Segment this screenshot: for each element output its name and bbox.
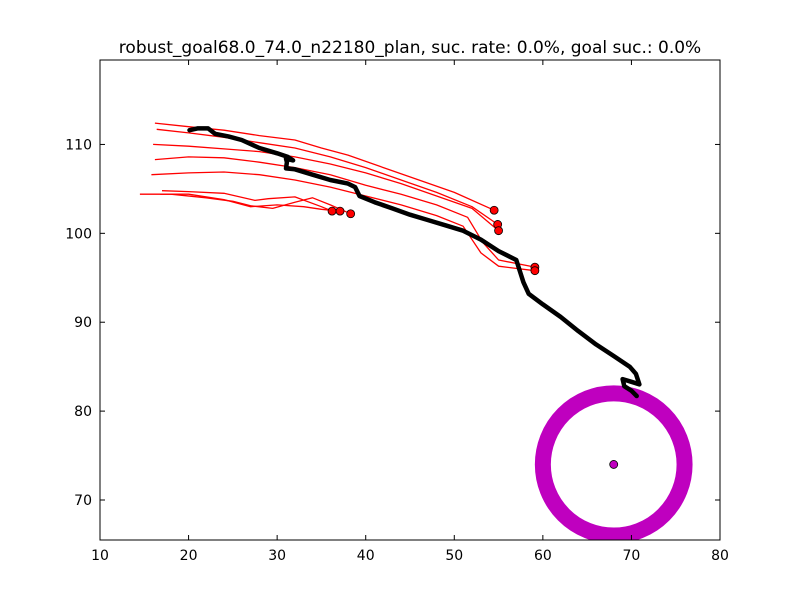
x-tick-label: 80 (711, 548, 729, 564)
x-tick-label: 20 (180, 548, 198, 564)
axis-ticks: 10 20 30 40 50 60 70 80 70 80 90 100 110 (65, 60, 729, 564)
trajectory-endpoint-5 (530, 266, 540, 276)
y-tick-label: 100 (65, 226, 92, 242)
goal-center-point (609, 460, 619, 469)
axes-frame (99, 59, 721, 541)
x-tick-label: 70 (623, 548, 641, 564)
trajectory-line-8 (139, 193, 351, 215)
trajectory-endpoint-6 (327, 206, 337, 216)
trajectory-line-6 (161, 190, 333, 212)
x-tick-label: 30 (268, 548, 286, 564)
x-tick-label: 60 (534, 548, 552, 564)
y-tick-label: 110 (65, 137, 92, 153)
goal-region-ring (534, 385, 693, 540)
trajectory-line-4 (154, 156, 536, 268)
x-tick-label: 50 (445, 548, 463, 564)
plan-path (187, 126, 642, 399)
chart-title: robust_goal68.0_74.0_n22180_plan, suc. r… (119, 38, 701, 58)
plot-area (139, 122, 693, 540)
trajectory-endpoint-3 (494, 226, 503, 236)
x-tick-label: 40 (357, 548, 375, 564)
x-tick-label: 10 (91, 548, 109, 564)
y-tick-label: 90 (74, 315, 92, 331)
trajectory-endpoint-1 (489, 205, 499, 215)
y-tick-label: 80 (74, 404, 92, 420)
y-tick-label: 70 (74, 493, 92, 509)
trajectory-line-7 (160, 193, 341, 212)
trajectory-line-2 (156, 128, 499, 225)
trajectory-line-3 (153, 143, 500, 232)
trajectory-endpoint-8 (346, 209, 356, 219)
trajectory-endpoint-7 (335, 206, 345, 216)
trajectory-line-5 (151, 171, 535, 272)
